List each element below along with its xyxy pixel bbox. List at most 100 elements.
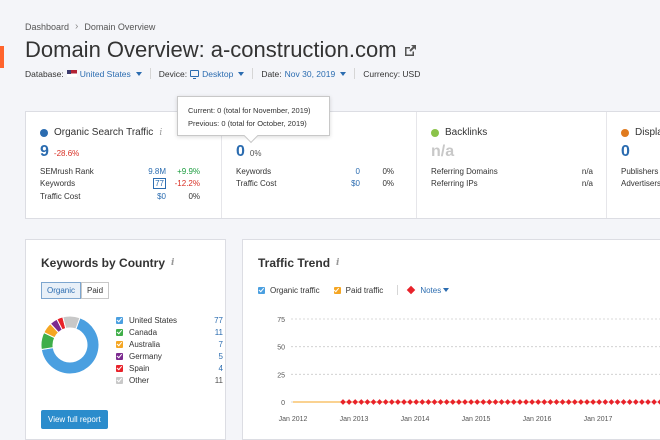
legend-count[interactable]: 7: [218, 339, 223, 349]
breadcrumb-dashboard[interactable]: Dashboard: [25, 21, 70, 32]
note-marker[interactable]: [462, 399, 468, 405]
note-marker[interactable]: [626, 399, 633, 405]
legend-organic-traffic[interactable]: Organic traffic: [258, 286, 320, 295]
note-marker[interactable]: [492, 399, 499, 405]
note-marker[interactable]: [431, 399, 438, 405]
note-marker[interactable]: [456, 399, 462, 405]
notes-dropdown[interactable]: Notes: [407, 286, 450, 295]
backlinks-title[interactable]: Backlinks: [445, 127, 488, 138]
note-marker[interactable]: [395, 399, 401, 405]
checkbox-icon: [116, 352, 123, 360]
note-marker[interactable]: [645, 399, 651, 405]
note-marker[interactable]: [584, 399, 590, 405]
note-marker[interactable]: [419, 399, 426, 405]
page-title-prefix: Domain Overview:: [25, 37, 205, 62]
legend-item-canada[interactable]: Canada 11: [116, 326, 223, 338]
toggle-organic[interactable]: Organic: [41, 282, 82, 299]
y-tick-label: 50: [277, 345, 285, 352]
note-marker[interactable]: [571, 399, 578, 405]
device-filter[interactable]: Device: Desktop: [159, 68, 254, 79]
date-filter[interactable]: Date: Nov 30, 2019: [261, 68, 356, 79]
traffic-trend-card: Traffic Trend i Organic traffic Paid tra…: [242, 239, 660, 440]
organic-title[interactable]: Organic Search Traffic: [54, 127, 154, 138]
note-marker[interactable]: [602, 399, 609, 405]
note-marker[interactable]: [596, 399, 603, 405]
note-marker[interactable]: [382, 399, 389, 405]
x-tick-label: Jan 2015: [462, 416, 491, 423]
note-marker[interactable]: [523, 399, 529, 405]
note-marker[interactable]: [559, 399, 566, 405]
info-icon[interactable]: i: [336, 258, 340, 268]
note-marker[interactable]: [651, 399, 657, 405]
note-marker[interactable]: [620, 399, 627, 405]
view-full-report-button[interactable]: View full report: [41, 410, 108, 429]
legend-paid-traffic[interactable]: Paid traffic: [333, 286, 383, 295]
donut-slice-other[interactable]: [62, 315, 81, 330]
note-marker[interactable]: [437, 399, 444, 405]
note-marker[interactable]: [425, 399, 432, 405]
legend-item-australia[interactable]: Australia 7: [116, 338, 223, 350]
note-marker[interactable]: [504, 399, 511, 405]
database-filter[interactable]: Database: United States: [25, 68, 151, 79]
note-marker[interactable]: [358, 399, 365, 405]
note-marker[interactable]: [474, 399, 481, 405]
note-marker[interactable]: [517, 399, 523, 405]
info-icon[interactable]: i: [159, 127, 163, 138]
display-value[interactable]: 0: [621, 143, 630, 160]
note-marker[interactable]: [510, 399, 517, 405]
note-marker[interactable]: [578, 399, 584, 405]
legend-count[interactable]: 5: [218, 351, 223, 361]
toggle-paid[interactable]: Paid: [81, 282, 110, 299]
legend-item-spain[interactable]: Spain 4: [116, 362, 223, 374]
note-marker[interactable]: [614, 399, 621, 405]
note-marker[interactable]: [486, 399, 493, 405]
table-row: Referring IPs n/a: [431, 179, 593, 189]
legend-item-united-states[interactable]: United States 77: [116, 314, 223, 326]
note-marker[interactable]: [535, 399, 542, 405]
paid-value[interactable]: 0: [236, 143, 245, 160]
traffic-trend-title: Traffic Trend: [258, 256, 331, 270]
note-marker[interactable]: [370, 399, 377, 405]
note-marker[interactable]: [565, 399, 572, 405]
note-marker[interactable]: [547, 399, 554, 405]
display-title[interactable]: Displa: [635, 127, 660, 138]
note-marker[interactable]: [529, 399, 535, 405]
note-marker[interactable]: [632, 399, 639, 405]
note-marker[interactable]: [498, 399, 505, 405]
note-marker[interactable]: [468, 399, 474, 405]
note-marker[interactable]: [639, 399, 645, 405]
note-marker[interactable]: [346, 399, 352, 405]
table-row: Publishers: [621, 166, 659, 176]
external-link-icon[interactable]: [403, 38, 417, 56]
note-marker[interactable]: [407, 399, 413, 405]
note-marker[interactable]: [364, 399, 371, 405]
legend-item-other[interactable]: Other 11: [116, 374, 223, 386]
note-marker[interactable]: [340, 399, 346, 405]
legend-count[interactable]: 11: [214, 327, 223, 337]
caret-down-icon: [340, 71, 347, 76]
note-marker[interactable]: [376, 399, 383, 405]
note-marker[interactable]: [608, 399, 615, 405]
note-marker[interactable]: [553, 399, 560, 405]
note-marker[interactable]: [443, 399, 450, 405]
note-marker[interactable]: [480, 399, 487, 405]
table-row: Traffic Cost $0 0%: [236, 179, 394, 189]
note-marker[interactable]: [590, 399, 596, 405]
note-marker[interactable]: [413, 399, 420, 405]
note-marker[interactable]: [352, 399, 359, 405]
legend-item-germany[interactable]: Germany 5: [116, 350, 223, 362]
breadcrumb: Dashboard › Domain Overview: [25, 21, 155, 32]
note-marker[interactable]: [449, 399, 456, 405]
backlinks-value: n/a: [431, 143, 455, 160]
organic-keywords-value[interactable]: 77: [153, 178, 166, 190]
legend-count[interactable]: 4: [218, 363, 223, 373]
legend-count[interactable]: 77: [214, 315, 223, 325]
organic-value[interactable]: 9: [40, 143, 49, 160]
note-marker[interactable]: [657, 399, 660, 405]
info-icon[interactable]: i: [171, 258, 175, 268]
legend-label: United States: [129, 315, 178, 325]
note-marker[interactable]: [388, 399, 395, 405]
note-marker[interactable]: [541, 399, 548, 405]
donut-slice-united-states[interactable]: [40, 317, 100, 375]
note-marker[interactable]: [401, 399, 407, 405]
